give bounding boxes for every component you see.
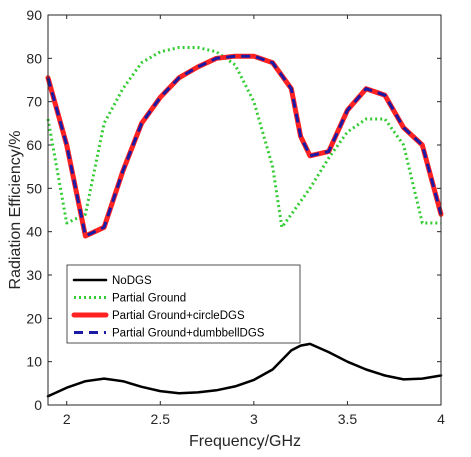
series-line-2 (46, 46, 441, 229)
y-tick-label: 50 (26, 180, 42, 196)
x-axis-ticks: 2 2.5 3 3.5 4 (63, 15, 445, 427)
x-axis-label: Frequency/GHz (189, 433, 301, 450)
series-lines (45, 46, 444, 398)
legend-label-2: Partial Ground (112, 293, 186, 305)
x-tick-label: 4 (437, 411, 445, 427)
y-tick-label: 40 (26, 224, 42, 240)
legend-label-3: Partial Ground+circleDGS (112, 310, 245, 322)
y-tick-label: 60 (26, 137, 42, 153)
y-tick-label: 10 (26, 354, 42, 370)
legend: NoDGS Partial Ground Partial Ground+circle… (66, 264, 301, 344)
y-tick-label: 70 (26, 94, 42, 110)
plot-frame (47, 14, 442, 406)
series-line-1 (46, 342, 443, 398)
plot-background (48, 15, 441, 405)
y-axis-ticks: 0 10 20 30 40 50 60 70 80 90 (26, 7, 441, 413)
x-tick-label: 2 (63, 411, 71, 427)
x-tick-label: 3 (250, 411, 258, 427)
y-tick-label: 0 (34, 397, 42, 413)
x-tick-label: 3.5 (338, 411, 358, 427)
y-tick-label: 80 (26, 50, 42, 66)
y-tick-label: 20 (26, 310, 42, 326)
legend-label-4: Partial Ground+dumbbellDGS (112, 328, 265, 340)
y-axis-label: Radiation Efficiency/% (7, 131, 24, 290)
y-tick-label: 30 (26, 267, 42, 283)
legend-entries: NoDGS Partial Ground Partial Ground+circle… (71, 275, 265, 340)
legend-label-1: NoDGS (112, 275, 152, 287)
y-tick-label: 90 (26, 7, 42, 23)
x-tick-label: 2.5 (151, 411, 171, 427)
legend-box (66, 264, 301, 344)
series-line-3 (45, 53, 444, 239)
